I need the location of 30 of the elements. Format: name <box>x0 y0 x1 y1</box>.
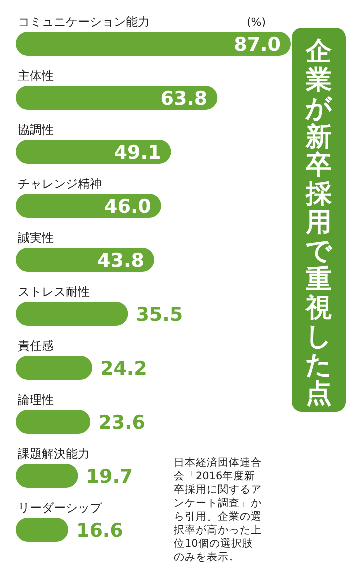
bar <box>16 464 78 488</box>
x-axis-title: (%) <box>246 16 266 29</box>
y-tick-label: チャレンジ精神 <box>18 177 102 191</box>
y-tick-label: ストレス耐性 <box>18 285 90 299</box>
bar <box>16 32 291 56</box>
y-tick-label: 課題解決能力 <box>18 447 90 461</box>
data-label: 43.8 <box>98 250 144 272</box>
data-label: 46.0 <box>104 196 152 218</box>
data-label: 87.0 <box>234 34 281 56</box>
bar <box>16 410 91 434</box>
y-tick-label: 協調性 <box>18 123 54 137</box>
bar <box>16 518 68 542</box>
data-label: 63.8 <box>160 88 208 110</box>
y-tick-label: 責任感 <box>18 339 54 353</box>
data-label: 24.2 <box>100 358 148 380</box>
bar <box>16 356 92 380</box>
y-tick-label: 主体性 <box>18 69 54 83</box>
y-tick-label: 誠実性 <box>18 231 54 245</box>
y-tick-label: 論理性 <box>18 393 54 407</box>
data-label: 23.6 <box>98 412 146 434</box>
y-tick-label: リーダーシップ <box>18 501 103 515</box>
annotation: 日本経済団体連合会「2016年度新卒採用に関するアンケート調査」から引用。企業の選択率が高かった上位10個の選択肢のみを表示。 <box>174 456 262 564</box>
data-label: 16.6 <box>76 520 124 542</box>
data-label: 35.5 <box>136 304 184 326</box>
bar <box>16 86 218 110</box>
chart-title: 企業が新卒採用で重視した点 <box>306 37 332 409</box>
y-tick-label: コミュニケーション能力 <box>18 15 150 29</box>
bar <box>16 302 128 326</box>
data-label: 19.7 <box>86 466 134 488</box>
data-label: 49.1 <box>114 142 162 164</box>
